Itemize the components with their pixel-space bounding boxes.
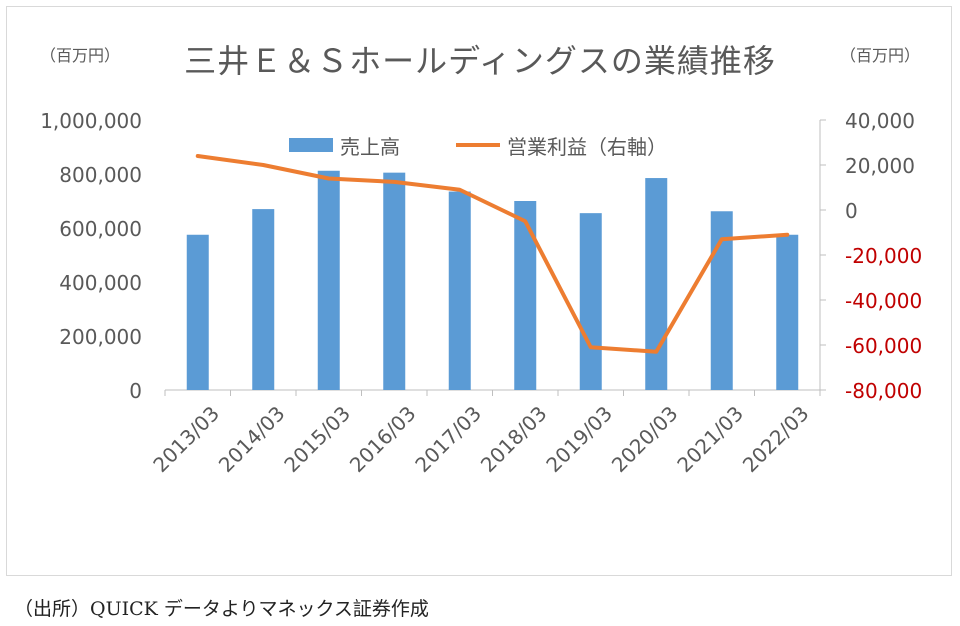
bar-2013/03 xyxy=(186,234,209,390)
chart-title: 三井Ｅ＆Ｓホールディングスの業績推移 xyxy=(184,42,776,80)
x-tick-label: 2019/03 xyxy=(541,401,617,477)
right-axis-unit: （百万円） xyxy=(840,46,921,65)
x-tick-label: 2015/03 xyxy=(279,401,355,477)
right-tick-label: -40,000 xyxy=(845,289,922,313)
left-tick-label: 400,000 xyxy=(59,271,142,295)
bar-2021/03 xyxy=(710,211,733,390)
x-tick-label: 2018/03 xyxy=(476,401,552,477)
right-tick-label: -80,000 xyxy=(845,379,922,403)
x-tick-label: 2021/03 xyxy=(672,401,748,477)
left-tick-label: 0 xyxy=(129,379,142,403)
left-tick-label: 200,000 xyxy=(59,325,142,349)
x-tick-label: 2022/03 xyxy=(738,401,814,477)
right-tick-label: 20,000 xyxy=(845,154,915,178)
right-tick-label: 0 xyxy=(845,199,858,223)
bar-2022/03 xyxy=(776,234,799,390)
bar-2020/03 xyxy=(645,178,668,390)
left-axis-unit: （百万円） xyxy=(40,46,121,65)
x-tick-label: 2016/03 xyxy=(345,401,421,477)
legend-bar-label: 売上高 xyxy=(340,135,400,159)
right-tick-label: -60,000 xyxy=(845,334,922,358)
bar-2015/03 xyxy=(317,170,340,390)
bar-2017/03 xyxy=(448,191,471,390)
right-tick-label: -20,000 xyxy=(845,244,922,268)
chart-plot: 1,000,000 800,000 600,000 400,000 200,000 0 40… xyxy=(40,109,922,477)
x-tick-label: 2017/03 xyxy=(410,401,486,477)
bar-2018/03 xyxy=(514,201,537,390)
left-tick-label: 800,000 xyxy=(59,163,142,187)
right-tick-label: 40,000 xyxy=(845,109,915,133)
x-tick-label: 2020/03 xyxy=(607,401,683,477)
left-tick-label: 1,000,000 xyxy=(40,109,142,133)
legend-bar-swatch xyxy=(289,138,333,152)
x-tick-label: 2014/03 xyxy=(214,401,290,477)
left-tick-label: 600,000 xyxy=(59,217,142,241)
operating-profit-line xyxy=(195,154,790,354)
bar-2019/03 xyxy=(579,213,602,390)
source-note: （出所）QUICK データよりマネックス証券作成 xyxy=(14,598,429,620)
x-tick-label: 2013/03 xyxy=(148,401,224,477)
bar-2014/03 xyxy=(252,209,275,390)
bar-2016/03 xyxy=(383,172,406,390)
legend-line-label: 営業利益（右軸） xyxy=(507,135,667,159)
